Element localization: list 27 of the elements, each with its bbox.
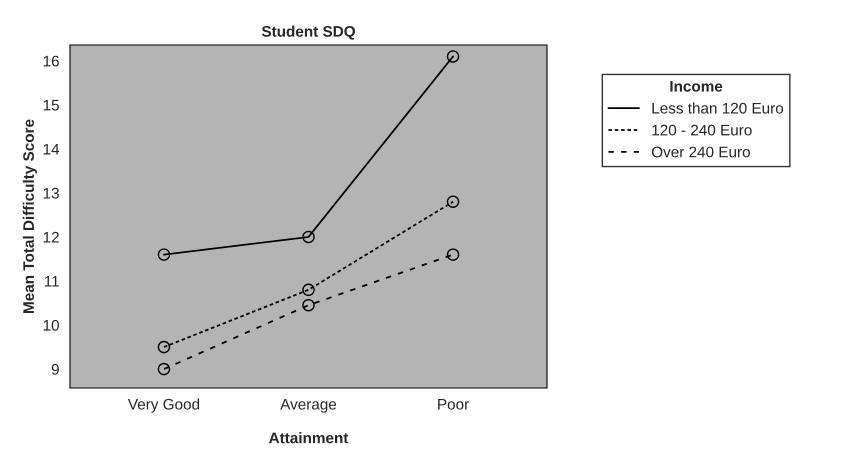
legend-label: Over 240 Euro: [652, 146, 750, 158]
point: [302, 298, 315, 312]
y-tick-label: 12: [44, 232, 59, 243]
point: [446, 248, 460, 261]
point: [446, 196, 460, 208]
point: [302, 230, 315, 244]
legend-title: Income: [670, 81, 722, 92]
y-tick-label: 9: [52, 364, 59, 375]
y-tick-label: 14: [44, 144, 60, 154]
y-axis-title: Mean Total Difficulty Score: [22, 120, 38, 313]
y-tick-label: 13: [44, 188, 59, 199]
chart-title: Student SDQ: [262, 26, 355, 40]
legend-label: Less than 120 Euro: [652, 102, 784, 114]
point: [158, 340, 170, 354]
y-tick-label: 15: [44, 100, 59, 111]
x-tick-label: Average: [280, 398, 336, 413]
x-axis-title: Attainment: [268, 432, 348, 444]
y-tick-label: 16: [44, 56, 59, 67]
x-tick-label: Very Good: [128, 398, 200, 413]
point: [158, 362, 170, 376]
legend-label: 120 - 240 Euro: [652, 124, 752, 136]
point: [158, 248, 170, 261]
y-tick-label: 10: [44, 320, 59, 331]
y-tick-label: 11: [44, 276, 59, 287]
point: [446, 50, 460, 63]
point: [302, 284, 315, 296]
x-tick-label: Poor: [438, 398, 469, 410]
